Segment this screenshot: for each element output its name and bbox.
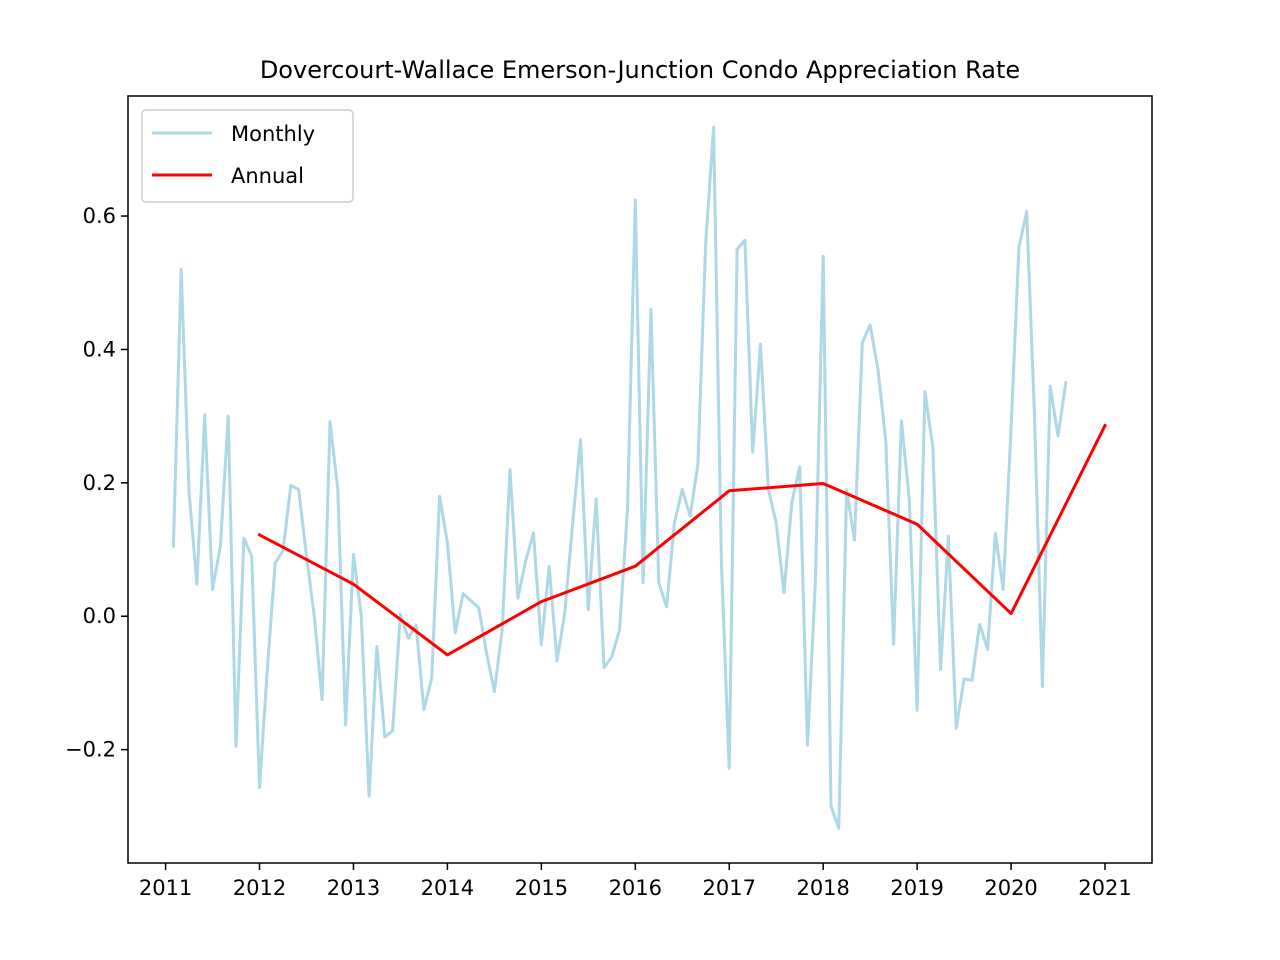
plot-frame <box>127 95 1153 864</box>
series-line-annual <box>257 423 1108 657</box>
series-layer <box>171 125 1108 830</box>
legend-label-monthly: Monthly <box>231 122 315 146</box>
x-tick-label: 2021 <box>1078 876 1131 900</box>
x-tick-label: 2014 <box>421 876 474 900</box>
x-tick-label: 2017 <box>703 876 756 900</box>
y-tick-label: 0.6 <box>83 204 116 228</box>
chart-title: Dovercourt-Wallace Emerson-Junction Cond… <box>260 56 1020 84</box>
y-tick-label: 0.4 <box>83 337 116 361</box>
x-tick-label: 2013 <box>327 876 380 900</box>
x-tick-label: 2019 <box>890 876 943 900</box>
legend: Monthly Annual <box>141 109 354 203</box>
y-tick-label: −0.2 <box>65 738 116 762</box>
x-tick-label: 2020 <box>984 876 1037 900</box>
y-axis: −0.2 0.0 0.2 0.4 0.6 <box>65 204 128 762</box>
series-line-monthly <box>171 125 1068 830</box>
y-tick-label: 0.2 <box>83 471 116 495</box>
x-tick-label: 2011 <box>139 876 192 900</box>
plot-area <box>127 95 1153 864</box>
x-tick-label: 2016 <box>609 876 662 900</box>
x-tick-label: 2015 <box>515 876 568 900</box>
y-tick-label: 0.0 <box>83 604 116 628</box>
x-tick-label: 2012 <box>233 876 286 900</box>
x-tick-label: 2018 <box>796 876 849 900</box>
legend-label-annual: Annual <box>231 164 304 188</box>
x-axis: 2011 2012 2013 2014 2015 2016 2017 2018 2019 2020… <box>139 863 1132 900</box>
